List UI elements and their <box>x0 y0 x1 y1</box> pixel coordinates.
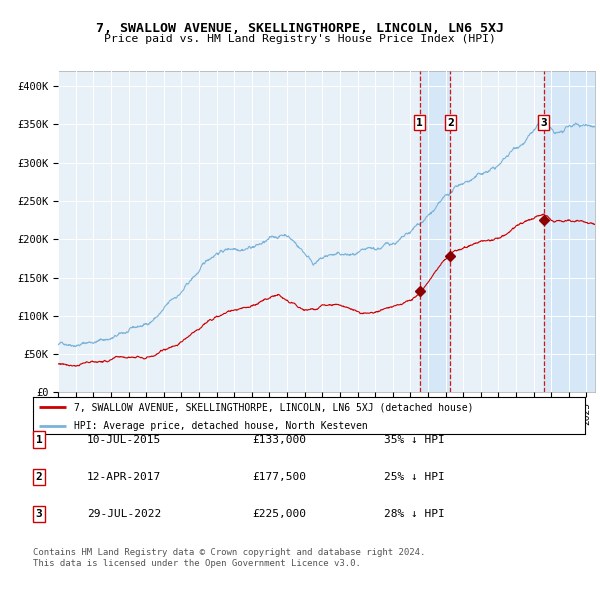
Text: 35% ↓ HPI: 35% ↓ HPI <box>384 435 445 444</box>
Bar <box>544 71 595 392</box>
Text: 7, SWALLOW AVENUE, SKELLINGTHORPE, LINCOLN, LN6 5XJ (detached house): 7, SWALLOW AVENUE, SKELLINGTHORPE, LINCO… <box>74 402 474 412</box>
Text: 1: 1 <box>416 118 423 128</box>
Text: 28% ↓ HPI: 28% ↓ HPI <box>384 509 445 519</box>
Text: Price paid vs. HM Land Registry's House Price Index (HPI): Price paid vs. HM Land Registry's House … <box>104 34 496 44</box>
Text: 29-JUL-2022: 29-JUL-2022 <box>87 509 161 519</box>
Text: 12-APR-2017: 12-APR-2017 <box>87 472 161 481</box>
Text: 25% ↓ HPI: 25% ↓ HPI <box>384 472 445 481</box>
Text: Contains HM Land Registry data © Crown copyright and database right 2024.: Contains HM Land Registry data © Crown c… <box>33 548 425 556</box>
Text: £177,500: £177,500 <box>252 472 306 481</box>
Text: £133,000: £133,000 <box>252 435 306 444</box>
Text: This data is licensed under the Open Government Licence v3.0.: This data is licensed under the Open Gov… <box>33 559 361 568</box>
Text: 3: 3 <box>35 509 43 519</box>
Text: HPI: Average price, detached house, North Kesteven: HPI: Average price, detached house, Nort… <box>74 421 368 431</box>
Text: 1: 1 <box>35 435 43 444</box>
Bar <box>419 71 451 392</box>
Text: 2: 2 <box>35 472 43 481</box>
Text: 7, SWALLOW AVENUE, SKELLINGTHORPE, LINCOLN, LN6 5XJ: 7, SWALLOW AVENUE, SKELLINGTHORPE, LINCO… <box>96 22 504 35</box>
Text: 10-JUL-2015: 10-JUL-2015 <box>87 435 161 444</box>
Text: £225,000: £225,000 <box>252 509 306 519</box>
Text: 2: 2 <box>447 118 454 128</box>
Text: 3: 3 <box>540 118 547 128</box>
